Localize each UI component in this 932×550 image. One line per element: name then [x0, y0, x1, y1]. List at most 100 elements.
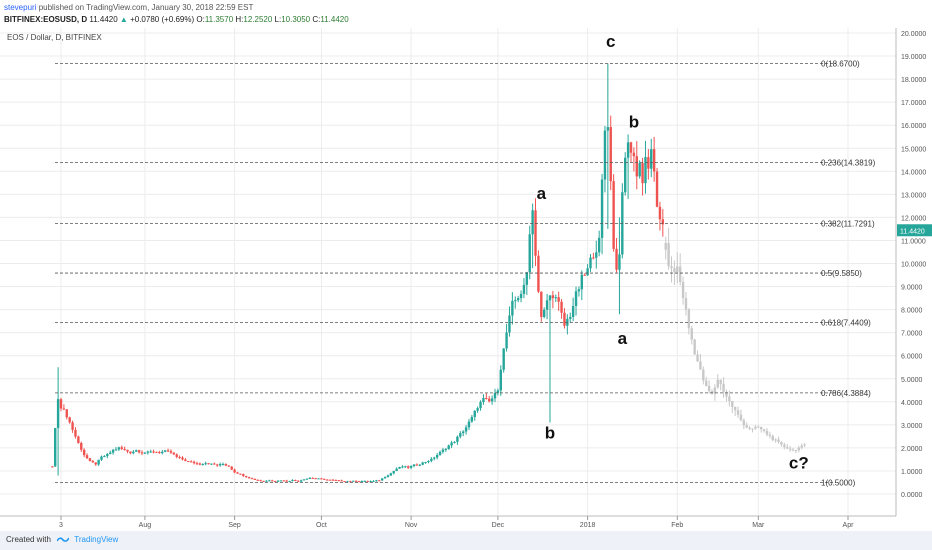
projection-body	[768, 434, 772, 436]
candle-body	[589, 257, 592, 269]
candle-body	[218, 464, 222, 466]
price-chart[interactable]: 0(18.6700) 0.236(14.3819) 0.382(11.7291) 0.…	[0, 0, 932, 531]
candle-body	[100, 456, 103, 460]
fib-retracement[interactable]: 0(18.6700) 0.236(14.3819) 0.382(11.7291) 0.…	[55, 60, 876, 488]
candle-body	[441, 449, 445, 452]
candle-body	[398, 466, 401, 469]
projection-body	[684, 298, 688, 310]
high-value: 12.2520	[243, 15, 273, 24]
projection-body	[676, 266, 679, 273]
candle-body	[386, 475, 390, 478]
candle-body	[155, 451, 158, 453]
candle-body	[597, 237, 601, 253]
y-tick-label: 13.0000	[901, 192, 926, 199]
open-value: 11.3570	[204, 15, 234, 24]
candle-body	[334, 479, 338, 481]
candle-body	[221, 464, 225, 466]
candle-body	[282, 480, 285, 482]
projection-body	[690, 328, 693, 340]
candle-body	[534, 210, 537, 256]
candle-body	[210, 463, 213, 465]
projection-body	[702, 369, 705, 381]
projection-body	[771, 435, 774, 441]
candle-body	[488, 398, 491, 402]
candle-body	[496, 390, 500, 393]
y-tick-label: 6.0000	[901, 354, 923, 361]
candle-body	[407, 466, 410, 468]
wave-label: a	[618, 329, 628, 348]
candle-body	[540, 291, 543, 317]
candle-body	[68, 417, 71, 423]
candle-body	[325, 479, 329, 481]
x-tick-label: Feb	[671, 522, 683, 529]
candle-body	[230, 466, 233, 470]
candle-body	[615, 248, 618, 270]
candle-body	[363, 480, 367, 482]
candle-body	[444, 448, 448, 450]
projection-body	[733, 406, 737, 411]
candle-body	[583, 274, 586, 276]
candle-body	[352, 480, 355, 482]
candle-body	[56, 399, 60, 429]
chart-header: stevepuri published on TradingView.com, …	[0, 0, 932, 30]
y-tick-label: 9.0000	[901, 285, 923, 292]
candle-body	[178, 456, 181, 458]
candle-body	[401, 466, 404, 468]
fib-level-label: 0.786(4.3884)	[821, 389, 871, 398]
projection-body	[699, 361, 702, 370]
last-price-badge: 11.4420	[897, 224, 932, 237]
candle-body	[369, 481, 372, 483]
candle-body	[262, 480, 265, 482]
candle-body	[233, 469, 236, 473]
candle-body	[169, 451, 173, 453]
candle-body	[172, 452, 176, 455]
projection-body	[722, 383, 725, 392]
candle-body	[111, 449, 115, 453]
candle-body	[253, 478, 257, 480]
candle-body	[395, 468, 398, 471]
candle-body	[259, 480, 262, 482]
y-tick-label: 10.0000	[901, 262, 926, 269]
high-label: H:	[235, 15, 244, 24]
candle-body	[305, 478, 309, 480]
candle-body	[537, 255, 540, 292]
time-axis[interactable]	[0, 516, 896, 531]
candle-body	[600, 179, 604, 238]
low-label: L:	[274, 15, 282, 24]
candle-body	[453, 441, 456, 443]
candle-body	[456, 436, 459, 442]
candle-body	[256, 479, 259, 481]
candle-body	[337, 480, 340, 482]
candle-body	[152, 451, 155, 453]
candle-body	[224, 464, 228, 466]
candle-body	[427, 461, 430, 463]
candle-body	[650, 149, 653, 169]
y-tick-label: 19.0000	[901, 54, 926, 61]
candle-body	[459, 433, 462, 437]
projection-body	[745, 425, 748, 428]
candle-body	[294, 479, 297, 481]
projection-body	[748, 427, 751, 429]
projection-body	[716, 379, 719, 388]
x-tick-label: Dec	[492, 522, 505, 529]
candle-body	[239, 473, 242, 475]
tradingview-brand-link[interactable]: TradingView	[74, 535, 119, 544]
author-link[interactable]: stevepuri	[4, 3, 37, 12]
wave-label: b	[545, 424, 555, 443]
y-tick-label: 17.0000	[901, 100, 926, 107]
candle-body	[392, 470, 395, 474]
x-tick-label: 2018	[580, 522, 596, 529]
candle-body	[51, 466, 54, 468]
candle-body	[349, 481, 352, 483]
candle-body	[166, 450, 170, 452]
price-axis[interactable]	[896, 28, 932, 516]
candles-layer	[51, 63, 665, 483]
candle-body	[114, 449, 118, 451]
candle-body	[505, 332, 508, 349]
footer-bar: Created with TradingView	[0, 531, 932, 550]
candle-body	[299, 480, 303, 482]
projection-body	[774, 439, 777, 441]
fib-level-label: 1(0.5000)	[821, 478, 856, 487]
wave-label: c?	[789, 454, 809, 473]
candle-body	[242, 474, 245, 476]
